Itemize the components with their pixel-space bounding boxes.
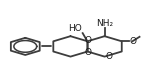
Text: O: O	[106, 52, 112, 61]
Text: HO: HO	[68, 24, 82, 33]
Text: NH₂: NH₂	[96, 19, 113, 28]
Text: O: O	[129, 37, 136, 46]
Text: O: O	[85, 36, 92, 45]
Text: O: O	[85, 48, 92, 57]
